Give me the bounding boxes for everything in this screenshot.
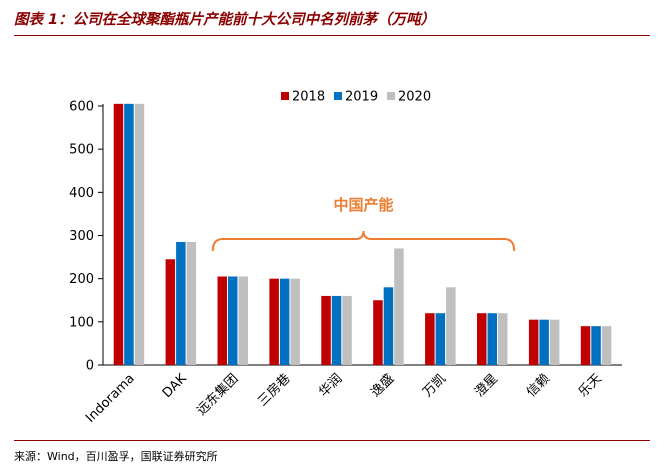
- y-tick-label: 600: [69, 100, 94, 115]
- legend-label: 2018: [292, 90, 325, 105]
- x-tick-label: 乐天: [576, 371, 605, 400]
- x-tick-label: DAK: [160, 371, 190, 401]
- bar-2018: [165, 259, 176, 365]
- x-tick-label: 三房巷: [255, 371, 294, 410]
- legend-label: 2020: [398, 90, 431, 105]
- bar-2018: [477, 313, 487, 365]
- x-tick-label: 逸盛: [368, 371, 397, 400]
- bar-2019: [383, 287, 394, 365]
- annotation-bracket: [211, 230, 516, 252]
- x-tick-label: 华润: [316, 371, 345, 400]
- bar-2018: [321, 295, 331, 365]
- title-divider: [14, 35, 650, 36]
- bar-2019: [279, 278, 290, 365]
- x-tick-label: 信赖: [524, 371, 553, 400]
- bar-2019: [487, 313, 497, 365]
- bar-2019: [331, 295, 342, 365]
- source-note: 来源：Wind，百川盈孚，国联证券研究所: [14, 450, 218, 463]
- bar-2020: [446, 287, 456, 365]
- legend-swatch-2019: [334, 92, 342, 100]
- footer-divider: [14, 440, 650, 441]
- bar-2018: [425, 313, 435, 365]
- bar-2019: [539, 319, 549, 365]
- bar-2018: [269, 278, 279, 365]
- bar-2020: [134, 103, 145, 365]
- bar-2018: [580, 326, 591, 365]
- bar-chart: 0 100 200 300 400 500 600 Indorama DAK 远东集团 三房巷 华润逸…: [69, 90, 622, 426]
- y-tick-label: 200: [69, 272, 94, 287]
- bar-2018: [217, 276, 227, 365]
- x-tick-label: Indorama: [83, 371, 138, 426]
- x-tick-label: 万凯: [420, 371, 449, 400]
- bar-2020: [290, 278, 300, 365]
- y-tick-label: 100: [69, 315, 94, 330]
- y-tick-label: 500: [69, 143, 94, 158]
- bar-2018: [373, 300, 383, 365]
- x-tick-label: 远东集团: [193, 371, 241, 419]
- x-tick-label: 澄星: [472, 371, 501, 400]
- bar-2020: [186, 241, 197, 365]
- annotation-label: 中国产能: [333, 196, 393, 214]
- y-tick-label: 0: [86, 359, 94, 374]
- bar-2019: [124, 103, 134, 365]
- bar-2019: [228, 276, 238, 365]
- bar-2018: [528, 319, 539, 365]
- bar-2019: [176, 241, 186, 365]
- bar-2020: [549, 319, 560, 365]
- y-tick-label: 300: [69, 229, 94, 244]
- legend-label: 2019: [345, 90, 378, 105]
- bar-2020: [394, 248, 404, 365]
- y-tick-label: 400: [69, 186, 94, 201]
- legend-swatch-2018: [281, 92, 289, 100]
- bar-2019: [591, 326, 601, 365]
- bar-2020: [238, 276, 248, 365]
- legend-swatch-2020: [387, 92, 395, 100]
- bar-2020: [601, 326, 612, 365]
- bar-2018: [113, 103, 124, 365]
- figure-title: 图表 1：公司在全球聚酯瓶片产能前十大公司中名列前茅（万吨）: [14, 12, 436, 28]
- bar-2020: [342, 295, 352, 365]
- bar-2019: [435, 313, 446, 365]
- bar-2020: [498, 313, 508, 365]
